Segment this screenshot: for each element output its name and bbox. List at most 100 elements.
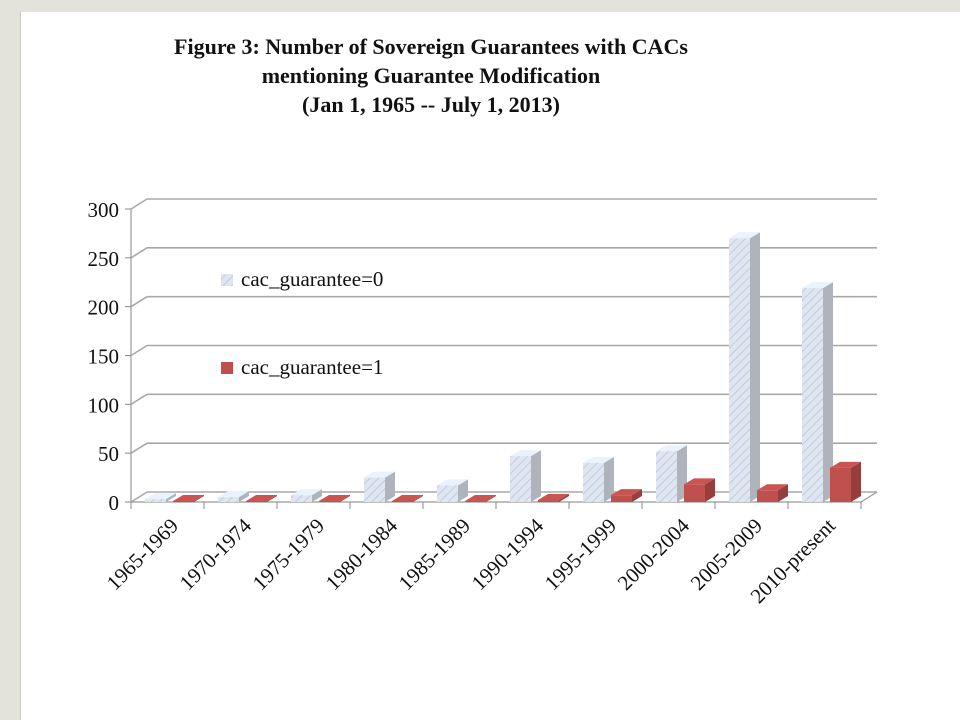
bar-cac_guarantee=0-top: [291, 489, 322, 496]
bar-cac_guarantee=1-front: [538, 500, 559, 502]
bar-cac_guarantee=1-front: [246, 501, 267, 502]
gridline-side: [130, 442, 148, 454]
slide-frame: Figure 3: Number of Sovereign Guarantees…: [20, 12, 960, 720]
bar-cac_guarantee=1-top: [173, 495, 204, 502]
bar-cac_guarantee=0-side: [385, 471, 395, 502]
x-tick-label: 1975-1979: [248, 514, 329, 595]
bar-cac_guarantee=1-side: [486, 495, 496, 502]
bar-cac_guarantee=0-top: [656, 445, 687, 452]
bar-cac_guarantee=1: [319, 495, 350, 502]
bar-cac_guarantee=0-top: [218, 491, 249, 498]
bar-cac_guarantee=1-top: [757, 484, 788, 491]
y-tick-label: 100: [88, 393, 120, 417]
chart-title-block: Figure 3: Number of Sovereign Guarantees…: [21, 32, 841, 119]
bar-cac_guarantee=1-top: [684, 478, 715, 485]
bar-cac_guarantee=0: [437, 479, 468, 502]
bar-cac_guarantee=1: [173, 495, 204, 502]
bar-cac_guarantee=1: [830, 461, 861, 502]
bar-cac_guarantee=0-top: [364, 471, 395, 478]
bar-cac_guarantee=0-front: [729, 238, 750, 503]
bar-cac_guarantee=1-side: [632, 489, 642, 502]
bar-cac_guarantee=1-top: [246, 495, 277, 502]
bar-cac_guarantee=0: [802, 282, 833, 502]
bar-cac_guarantee=0-front: [656, 451, 677, 502]
x-tick-label: 1970-1974: [175, 513, 257, 595]
bar-cac_guarantee=1: [757, 484, 788, 502]
bar-cac_guarantee=0: [218, 491, 249, 502]
bar-cac_guarantee=1-side: [559, 494, 569, 502]
bar-cac_guarantee=1-side: [778, 484, 788, 502]
bar-cac_guarantee=0-front: [218, 497, 239, 502]
bar-cac_guarantee=1-front: [392, 501, 413, 502]
bar-cac_guarantee=0: [364, 471, 395, 502]
floor-edge: [860, 491, 878, 503]
bar-cac_guarantee=0: [510, 450, 541, 502]
y-tick-label: 50: [98, 442, 119, 466]
bar-cac_guarantee=1: [246, 495, 277, 502]
bar-cac_guarantee=0-side: [312, 489, 322, 502]
bar-cac_guarantee=1: [392, 495, 423, 502]
bar-cac_guarantee=1-top: [465, 495, 496, 502]
bar-cac_guarantee=0-side: [823, 282, 833, 502]
bar-cac_guarantee=1-front: [830, 467, 851, 502]
bar-cac_guarantee=0-top: [583, 456, 614, 463]
y-tick-label: 300: [88, 198, 120, 222]
bar-cac_guarantee=1: [538, 494, 569, 502]
bar-cac_guarantee=0-front: [145, 499, 166, 502]
bar-cac_guarantee=1-front: [611, 495, 632, 502]
bar-cac_guarantee=1-top: [319, 495, 350, 502]
y-tick-label: 0: [109, 491, 120, 515]
bar-cac_guarantee=0-front: [583, 462, 604, 502]
y-tick-label: 200: [88, 296, 120, 320]
bar-cac_guarantee=0-front: [437, 485, 458, 502]
bar-cac_guarantee=0-top: [145, 493, 176, 500]
bar-cac_guarantee=1-front: [173, 501, 194, 502]
bar-cac_guarantee=1-front: [465, 501, 486, 502]
x-tick-label: 1995-1999: [540, 514, 621, 595]
bar-cac_guarantee=0-side: [750, 232, 760, 503]
bar-cac_guarantee=0: [291, 489, 322, 502]
bar-cac_guarantee=1-side: [194, 495, 204, 502]
bar-cac_guarantee=1-top: [392, 495, 423, 502]
bar-cac_guarantee=0-front: [510, 456, 531, 502]
bar-cac_guarantee=0: [145, 493, 176, 502]
bar-cac_guarantee=0-side: [458, 479, 468, 502]
bar-cac_guarantee=1-side: [267, 495, 277, 502]
x-tick-label: 1980-1984: [321, 513, 403, 595]
x-tick-label: 1965-1969: [102, 514, 183, 595]
chart-title: Figure 3: Number of Sovereign Guarantees…: [174, 34, 688, 59]
bar-cac_guarantee=1-top: [538, 494, 569, 501]
bar-cac_guarantee=0-top: [437, 479, 468, 486]
x-tick-label: 1990-1994: [467, 513, 549, 595]
bar-cac_guarantee=1-top: [830, 461, 861, 468]
bar-cac_guarantee=1-side: [413, 495, 423, 502]
bar-cac_guarantee=0: [583, 456, 614, 502]
legend-label: cac_guarantee=0: [241, 267, 383, 291]
y-tick-label: 250: [88, 247, 120, 271]
bar-cac_guarantee=0-side: [239, 491, 249, 502]
bar-cac_guarantee=1-side: [340, 495, 350, 502]
gridline-side: [130, 295, 148, 308]
bar-cac_guarantee=0-top: [802, 282, 833, 289]
x-tick-label: 1985-1989: [394, 514, 475, 595]
bar-cac_guarantee=0: [729, 232, 760, 503]
legend-swatch: [221, 362, 233, 374]
gridline-side: [130, 344, 148, 357]
chart-subtitle: mentioning Guarantee Modification: [261, 63, 601, 88]
bar-cac_guarantee=0-front: [802, 288, 823, 502]
x-tick-label: 2000-2004: [613, 513, 695, 595]
bar-cac_guarantee=0-side: [531, 450, 541, 502]
bar-chart: 0 50 100 150 200 250 300 1965-19691970-19741975…: [88, 198, 878, 608]
bar-cac_guarantee=1-side: [851, 461, 861, 502]
bar-cac_guarantee=0-side: [166, 493, 176, 502]
gridline-side: [130, 198, 148, 210]
bar-cac_guarantee=0: [656, 445, 687, 502]
bar-cac_guarantee=0-top: [510, 450, 541, 457]
bar-cac_guarantee=1-front: [757, 490, 778, 502]
bar-cac_guarantee=1: [611, 489, 642, 502]
bar-cac_guarantee=1: [465, 495, 496, 502]
bar-cac_guarantee=1-front: [319, 501, 340, 502]
bar-cac_guarantee=1-front: [684, 484, 705, 502]
chart-date-range: (Jan 1, 1965 -- July 1, 2013): [302, 92, 560, 117]
bar-cac_guarantee=1: [684, 478, 715, 502]
